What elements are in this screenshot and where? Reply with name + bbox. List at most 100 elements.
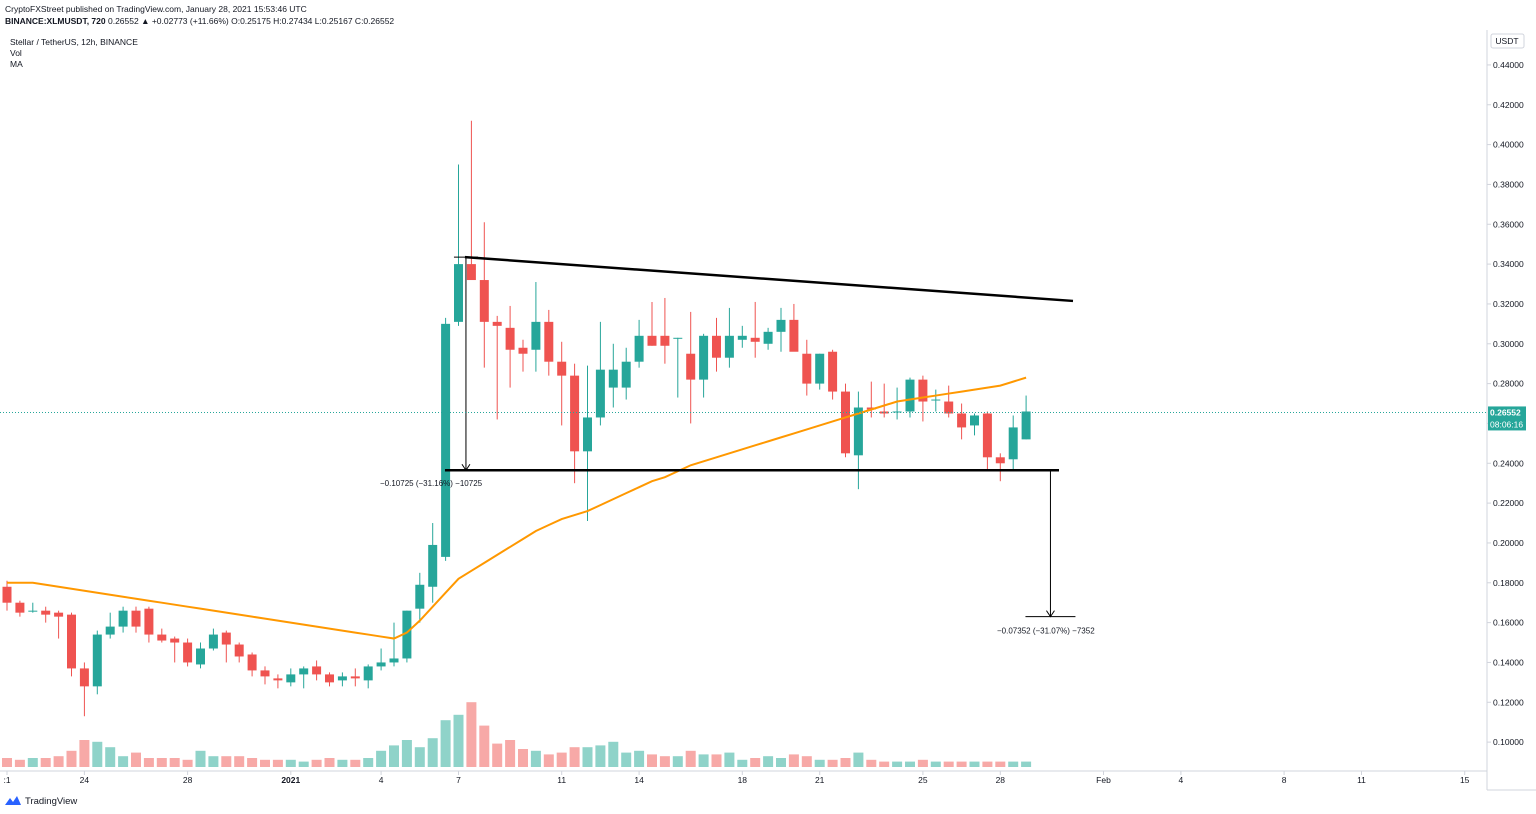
brand-label: TradingView — [25, 795, 78, 807]
volume-bar — [311, 759, 322, 767]
candle-down — [879, 383, 889, 418]
legend-ma[interactable]: MA — [10, 59, 23, 69]
legend-vol[interactable]: Vol — [10, 48, 22, 58]
y-tick-label: 0.38000 — [1493, 179, 1524, 189]
volume-bar — [621, 752, 632, 767]
volume-bar — [2, 758, 12, 767]
candle-down — [273, 674, 283, 689]
candle-up — [931, 389, 941, 412]
price-axis[interactable]: 0.10000 0.12000 0.14000 0.16000 0.18000 0.200… — [1487, 60, 1524, 747]
legend-title[interactable]: Stellar / TetherUS, 12h, BINANCE — [10, 37, 138, 47]
volume-bar — [118, 756, 129, 767]
volume-bar — [943, 761, 954, 767]
ma-line — [7, 376, 1027, 640]
volume-bar — [350, 759, 361, 767]
candle-down — [557, 341, 567, 426]
volume-bar — [737, 759, 748, 767]
y-tick-label: 0.20000 — [1493, 538, 1524, 548]
candle-down — [750, 301, 760, 358]
candle-down — [789, 303, 799, 352]
candle-down — [518, 339, 528, 372]
candle-down — [505, 305, 515, 388]
candle-down — [866, 381, 876, 418]
volume-bar — [466, 702, 477, 767]
ohlc-label: O:0.25175 H:0.27434 L:0.25167 C:0.26552 — [231, 16, 395, 26]
candle-up — [699, 333, 709, 398]
measure-label-upper: −0.10725 (−31.16%) −10725 — [380, 479, 483, 488]
volume-bar — [530, 750, 541, 767]
candle-up — [1021, 395, 1031, 440]
volume-bar — [776, 758, 786, 767]
tradingview-footer[interactable]: TradingView — [4, 795, 77, 807]
candle-down — [982, 411, 992, 470]
volume-bar — [634, 750, 645, 767]
volume-bars — [2, 702, 1032, 767]
y-tick-label: 0.18000 — [1493, 578, 1524, 588]
candle-down — [234, 642, 244, 663]
candle-down — [15, 600, 25, 617]
y-tick-label: 0.22000 — [1493, 498, 1524, 508]
volume-bar — [608, 741, 619, 767]
x-tick-label: 8 — [1282, 775, 1287, 785]
volume-bar — [853, 752, 864, 767]
volume-bar — [92, 741, 103, 767]
volume-bar — [79, 740, 90, 767]
volume-bar — [131, 752, 141, 767]
candle-down — [312, 660, 322, 681]
candle-down — [841, 383, 850, 458]
volume-bar — [969, 761, 980, 767]
candle-up — [389, 622, 399, 667]
volume-bar — [427, 738, 438, 767]
candle-down — [41, 606, 51, 623]
candle-down — [67, 612, 76, 677]
candle-down — [492, 315, 502, 420]
candle-up — [673, 337, 683, 398]
candle-up — [531, 282, 541, 372]
volume-bar — [105, 747, 116, 767]
volume-bar — [40, 758, 51, 767]
candle-up — [853, 391, 863, 490]
candle-down — [802, 339, 812, 396]
candle-down — [144, 606, 154, 643]
volume-bar — [827, 759, 838, 767]
candle-up — [428, 523, 438, 603]
candle-up — [634, 319, 644, 368]
descending-trendline[interactable] — [464, 255, 1074, 303]
candle-up — [337, 672, 347, 687]
candle-down — [466, 120, 476, 281]
volume-bar — [479, 725, 490, 767]
volume-bar — [27, 758, 38, 767]
x-tick-label: 4 — [1179, 775, 1184, 785]
candle-down — [247, 652, 257, 677]
volume-bar — [750, 758, 761, 767]
volume-bar — [930, 761, 941, 767]
volume-bar — [582, 747, 593, 767]
x-tick-label: 7 — [456, 775, 461, 785]
y-tick-label: 0.44000 — [1493, 60, 1524, 70]
volume-bar — [685, 750, 696, 767]
volume-bar — [337, 759, 348, 767]
volume-bar — [182, 759, 193, 767]
x-tick-label: 15 — [1460, 775, 1470, 785]
symbol-bar: BINANCE:XLMUSDT, 720 0.26552 ▲ +0.02773 … — [5, 16, 394, 26]
volume-bar — [492, 743, 503, 767]
volume-bar — [763, 756, 774, 767]
volume-bar — [414, 747, 425, 767]
x-tick-label: 11 — [557, 775, 566, 785]
volume-bar — [543, 754, 554, 767]
candle-down — [79, 662, 89, 717]
candle-up — [415, 572, 425, 623]
time-axis[interactable]: :1 24 28 2021 4 7 11 14 18 21 25 28 Feb 4 8 11 15 — [3, 771, 1470, 785]
volume-bar — [156, 758, 167, 767]
symbol-label: BINANCE:XLMUSDT, 720 — [5, 16, 106, 26]
candle-down — [183, 638, 193, 667]
volume-bar — [814, 759, 825, 767]
candle-down — [260, 666, 270, 685]
candle-down — [647, 301, 657, 346]
candle-down — [325, 672, 334, 687]
candle-up — [970, 413, 979, 436]
y-tick-label: 0.34000 — [1493, 259, 1524, 269]
candle-up — [1008, 415, 1018, 472]
x-tick-label: 25 — [918, 775, 928, 785]
